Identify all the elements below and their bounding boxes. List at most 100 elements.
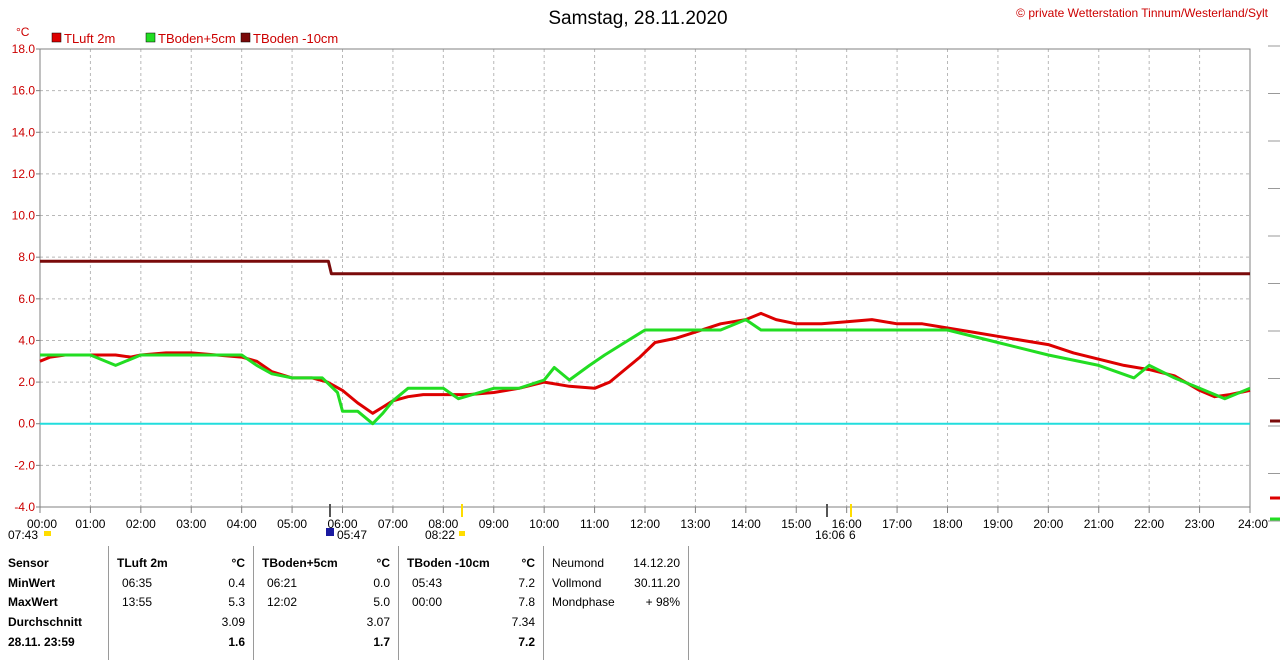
row-label-max: MaxWert <box>8 595 58 609</box>
right-axis-marks <box>1268 45 1280 522</box>
tluft-min: 0.4 <box>228 576 245 590</box>
tluft-header: TLuft 2m <box>117 556 168 570</box>
x-tick-label: 14:00 <box>731 517 761 531</box>
tboden10-avg: 7.34 <box>511 615 535 629</box>
tluft-column: TLuft 2m °C 06:35 0.4 13:55 5.3 3.09 1.6 <box>109 546 253 660</box>
tboden5-header: TBoden+5cm <box>262 556 338 570</box>
vollmond-label: Vollmond <box>552 576 602 590</box>
legend-label-0: TLuft 2m <box>64 31 115 46</box>
legend: TLuft 2m TBoden+5cm TBoden -10cm <box>51 31 338 46</box>
tluft-avg: 3.09 <box>221 615 245 629</box>
tboden5-avg: 3.07 <box>366 615 390 629</box>
x-tick-label: 13:00 <box>680 517 710 531</box>
y-tick-label: 16.0 <box>12 84 36 98</box>
neumond-date: 14.12.20 <box>633 556 680 570</box>
sensor-column: Sensor MinWert MaxWert Durchschnitt 28.1… <box>0 546 108 660</box>
x-tick-label: 22:00 <box>1134 517 1164 531</box>
vollmond-date: 30.11.20 <box>634 576 680 590</box>
series-line-0 <box>39 311 1251 415</box>
tboden5-unit: °C <box>376 556 390 570</box>
x-tick-label: 21:00 <box>1084 517 1114 531</box>
x-tick-label: 16:00 <box>832 517 862 531</box>
y-tick-label: -2.0 <box>14 458 35 472</box>
x-tick-label: 24:00 <box>1238 517 1268 531</box>
x-tick-label: 12:00 <box>630 517 660 531</box>
temperature-chart: Samstag, 28.11.2020 © private Wetterstat… <box>8 6 1280 542</box>
tluft-max-time: 13:55 <box>122 595 153 609</box>
sunrise-label: 07:43 <box>8 528 38 542</box>
tboden10-min-time: 05:43 <box>412 576 443 590</box>
tboden10-column: TBoden -10cm °C 05:43 7.2 00:00 7.8 7.34 7.… <box>399 546 543 660</box>
moonrise-icon <box>459 531 465 536</box>
tboden5-current: 1.7 <box>373 635 390 649</box>
x-tick-label: 19:00 <box>983 517 1013 531</box>
sun-moon-bar: 07:43 05:47 08:22 16:06 6 <box>8 504 856 542</box>
tboden10-min: 7.2 <box>518 576 535 590</box>
x-tick-label: 02:00 <box>126 517 156 531</box>
x-tick-label: 10:00 <box>529 517 559 531</box>
x-tick-label: 23:00 <box>1185 517 1215 531</box>
y-tick-label: 2.0 <box>18 375 35 389</box>
tluft-min-time: 06:35 <box>122 576 153 590</box>
legend-label-1: TBoden+5cm <box>158 31 236 46</box>
x-tick-label: 01:00 <box>75 517 105 531</box>
tboden5-max-time: 12:02 <box>267 595 298 609</box>
y-tick-label: 4.0 <box>18 333 35 347</box>
x-tick-label: 00:00 <box>27 517 57 531</box>
copyright-label: © private Wetterstation Tinnum/Westerlan… <box>1016 6 1269 20</box>
row-label-avg: Durchschnitt <box>8 615 83 629</box>
row-label-min: MinWert <box>8 576 56 590</box>
moon-column: Neumond 14.12.20 Vollmond 30.11.20 Mondpha… <box>544 546 688 660</box>
x-tick-label: 03:00 <box>176 517 206 531</box>
chart-title: Samstag, 28.11.2020 <box>548 8 727 29</box>
sensor-header: Sensor <box>8 556 49 570</box>
mondphase-value: + 98% <box>645 595 680 609</box>
x-axis: 00:00 01:00 02:00 03:00 04:00 05:00 06:00 07:00… <box>27 507 1268 531</box>
moon-time-2: 08:22 <box>425 528 455 542</box>
y-axis: -4.0 -2.0 0.0 2.0 4.0 6.0 8.0 10.0 12.0 14.0 16.0 1… <box>12 42 40 514</box>
x-tick-label: 07:00 <box>378 517 408 531</box>
x-tick-label: 04:00 <box>227 517 257 531</box>
y-tick-label: 6.0 <box>18 292 35 306</box>
tluft-current: 1.6 <box>228 635 245 649</box>
tboden10-current: 7.2 <box>518 635 535 649</box>
y-tick-label: -4.0 <box>14 500 35 514</box>
y-tick-label: 0.0 <box>18 417 35 431</box>
y-tick-label: 10.0 <box>12 209 36 223</box>
row-label-current: 28.11. 23:59 <box>8 635 75 649</box>
legend-label-2: TBoden -10cm <box>253 31 338 46</box>
legend-swatch-2 <box>240 32 251 43</box>
tboden5-column: TBoden+5cm °C 06:21 0.0 12:02 5.0 3.07 1.7 <box>254 546 398 660</box>
sunrise-icon <box>44 531 51 536</box>
moonset-icon <box>326 528 334 536</box>
x-tick-label: 17:00 <box>882 517 912 531</box>
stats-table: Sensor MinWert MaxWert Durchschnitt 28.1… <box>0 546 690 660</box>
sunset-label: 16:06 <box>815 528 845 542</box>
tboden5-min: 0.0 <box>373 576 390 590</box>
x-tick-label: 20:00 <box>1033 517 1063 531</box>
x-tick-label: 15:00 <box>781 517 811 531</box>
tboden10-header: TBoden -10cm <box>407 556 490 570</box>
y-tick-label: 8.0 <box>18 250 35 264</box>
series-line-2 <box>40 259 1250 276</box>
legend-swatch-1 <box>145 32 156 43</box>
mondphase-label: Mondphase <box>552 595 615 609</box>
series-line-1 <box>40 318 1251 426</box>
tluft-unit: °C <box>231 556 245 570</box>
moon-time-1: 05:47 <box>337 528 367 542</box>
x-tick-label: 18:00 <box>932 517 962 531</box>
neumond-label: Neumond <box>552 556 605 570</box>
tboden10-unit: °C <box>521 556 535 570</box>
y-tick-label: 18.0 <box>12 42 36 56</box>
sunset-icon: 6 <box>849 528 856 542</box>
grid <box>40 49 1250 507</box>
y-tick-label: 12.0 <box>12 167 36 181</box>
tboden10-max-time: 00:00 <box>412 595 443 609</box>
tluft-max: 5.3 <box>228 595 245 609</box>
x-tick-label: 08:00 <box>428 517 458 531</box>
tboden5-max: 5.0 <box>373 595 390 609</box>
tboden5-min-time: 06:21 <box>267 576 298 590</box>
x-tick-label: 06:00 <box>327 517 357 531</box>
series-group <box>39 259 1251 426</box>
x-tick-label: 09:00 <box>479 517 509 531</box>
